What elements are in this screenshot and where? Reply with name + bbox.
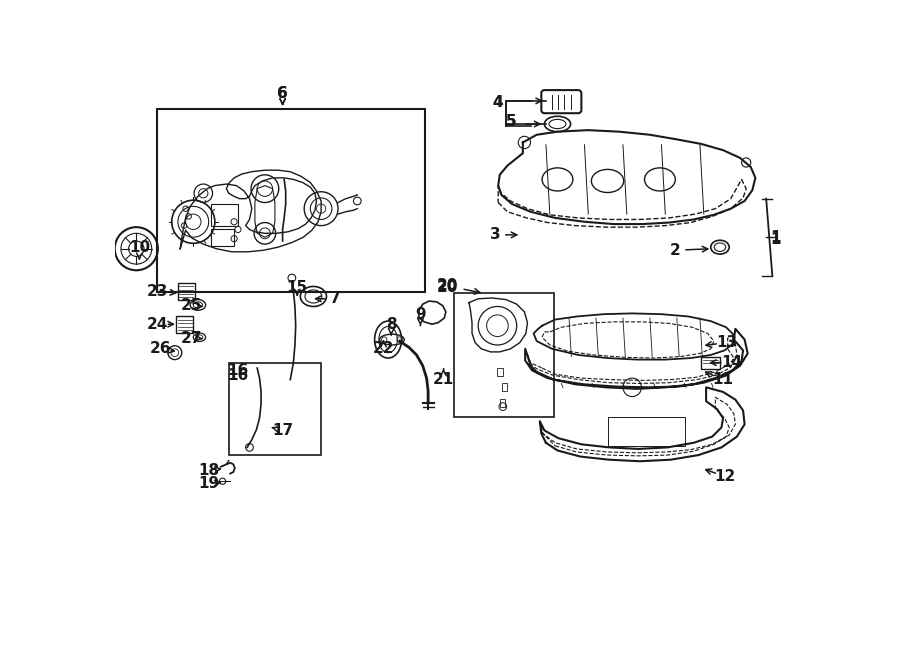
Bar — [502, 383, 508, 391]
Text: 3: 3 — [490, 227, 500, 243]
Bar — [701, 356, 720, 369]
Text: 1: 1 — [770, 229, 780, 245]
Bar — [608, 416, 685, 446]
Text: 18: 18 — [198, 463, 220, 478]
Bar — [229, 363, 321, 455]
Text: 21: 21 — [433, 372, 454, 387]
Text: 5: 5 — [506, 114, 517, 129]
Text: 22: 22 — [373, 341, 394, 356]
Text: 16: 16 — [228, 363, 248, 378]
Text: 15: 15 — [287, 280, 308, 295]
Bar — [178, 284, 194, 300]
Bar — [454, 293, 554, 416]
Text: 8: 8 — [386, 317, 397, 332]
Text: 6: 6 — [277, 86, 288, 100]
Text: 10: 10 — [129, 240, 150, 254]
Text: 20: 20 — [436, 280, 458, 295]
Text: 27: 27 — [181, 330, 202, 346]
Bar — [158, 108, 425, 292]
Bar — [211, 204, 238, 225]
Text: 23: 23 — [148, 284, 168, 299]
Text: 4: 4 — [492, 95, 503, 110]
Text: 1: 1 — [770, 232, 780, 247]
Text: 24: 24 — [148, 317, 168, 332]
Text: 20: 20 — [436, 278, 458, 293]
Text: 17: 17 — [272, 423, 293, 438]
Text: 26: 26 — [150, 341, 172, 356]
Bar — [176, 317, 194, 333]
Text: 11: 11 — [713, 372, 734, 387]
Bar — [500, 399, 505, 407]
Text: 5: 5 — [506, 114, 517, 129]
Text: 19: 19 — [198, 476, 220, 491]
Text: 9: 9 — [415, 307, 426, 323]
Text: 16: 16 — [228, 368, 248, 383]
Text: 7: 7 — [330, 292, 341, 306]
Bar — [211, 229, 234, 247]
Text: 4: 4 — [492, 95, 503, 110]
Bar — [498, 368, 503, 375]
Text: 25: 25 — [181, 298, 202, 313]
Text: 14: 14 — [721, 355, 742, 370]
Text: 2: 2 — [670, 243, 680, 258]
Text: 13: 13 — [716, 335, 737, 350]
Text: 12: 12 — [715, 469, 736, 484]
Text: 6: 6 — [277, 86, 288, 100]
